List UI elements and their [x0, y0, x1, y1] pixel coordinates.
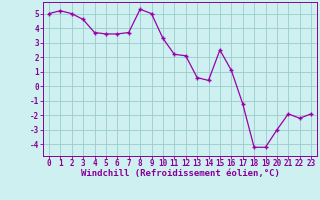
X-axis label: Windchill (Refroidissement éolien,°C): Windchill (Refroidissement éolien,°C) [81, 169, 279, 178]
